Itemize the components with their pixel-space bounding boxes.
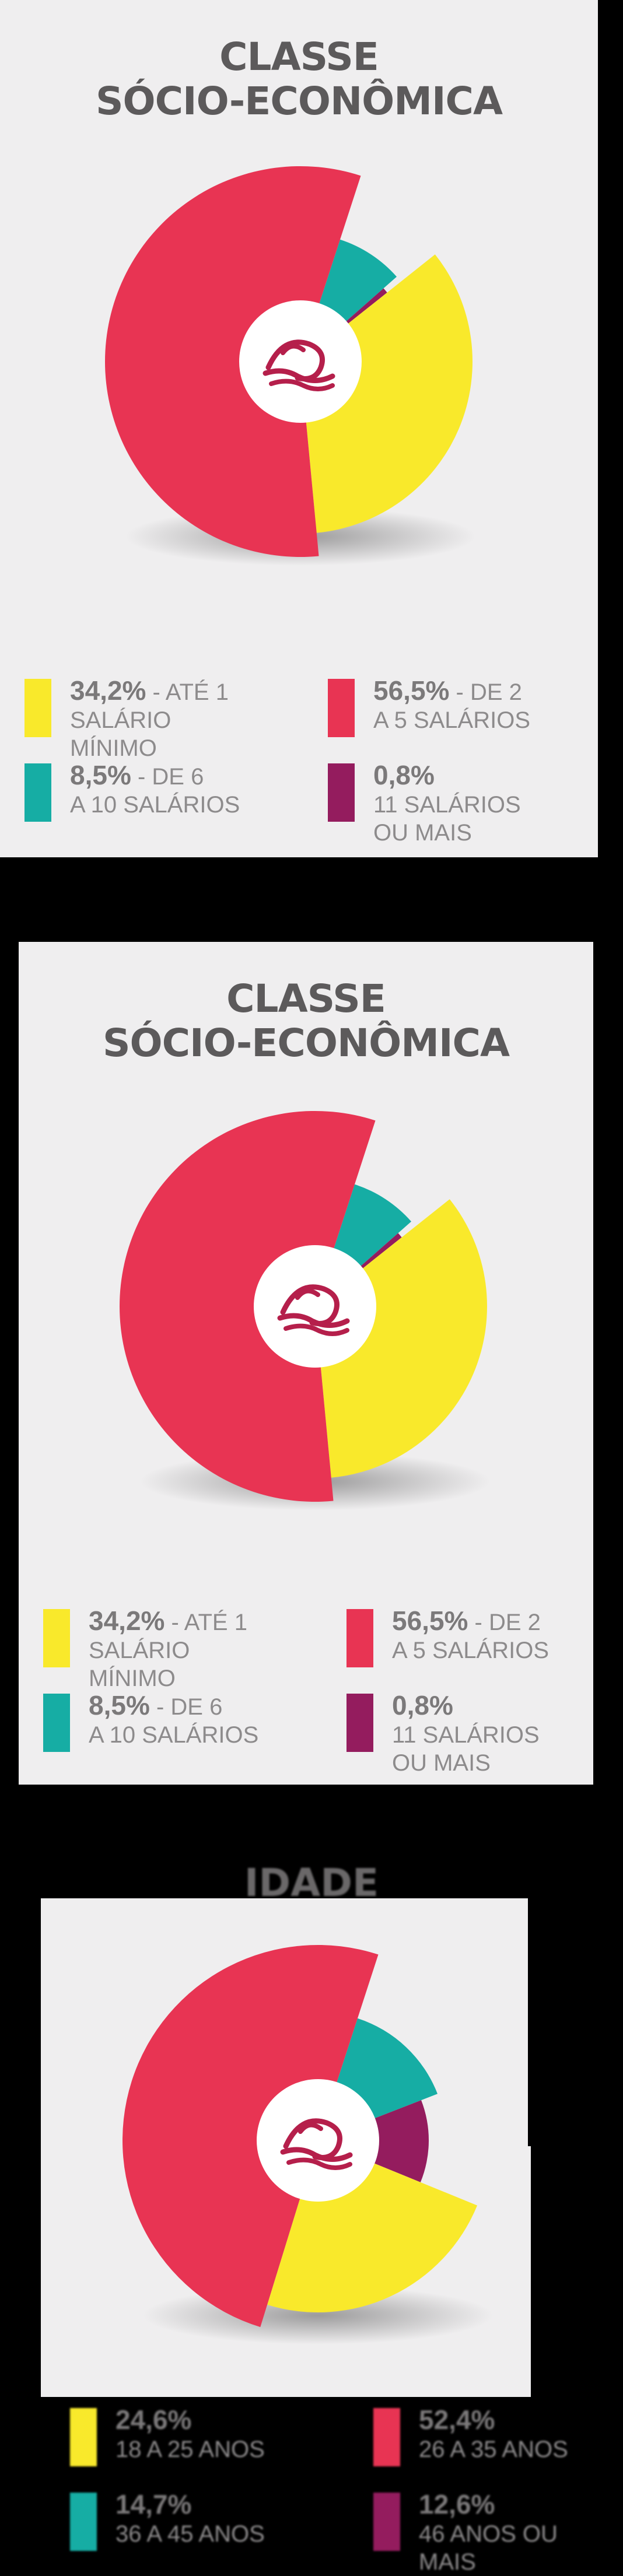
wave-logo-icon bbox=[277, 1284, 350, 1336]
chart-panel-1: CLASSE SÓCIO-ECONÔMICA 34,2% - ATÉ 1 SALÁ… bbox=[0, 0, 598, 857]
legend-percent: 52,4% bbox=[419, 2405, 495, 2435]
legend-label: SALÁRIO MÍNIMO bbox=[70, 707, 172, 761]
legend-label: A 5 SALÁRIOS bbox=[392, 1638, 550, 1663]
legend-text: 14,7% 36 A 45 ANOS bbox=[116, 2490, 302, 2548]
legend-desc: - ATÉ 1 bbox=[146, 679, 229, 705]
pie-center bbox=[257, 2079, 379, 2202]
chart-title: IDADE bbox=[244, 1860, 379, 1905]
legend-swatch bbox=[43, 1609, 70, 1667]
legend-label: A 10 SALÁRIOS bbox=[70, 792, 240, 818]
legend-text: 12,6% 46 ANOS OU MAIS bbox=[419, 2490, 606, 2576]
legend-text: 34,2% - ATÉ 1 SALÁRIO MÍNIMO bbox=[89, 1607, 275, 1692]
chart-title: CLASSE SÓCIO-ECONÔMICA bbox=[19, 977, 593, 1066]
legend-text: 52,4% 26 A 35 ANOS bbox=[419, 2406, 606, 2463]
pie-slice-1 bbox=[315, 1199, 488, 1478]
legend-label: 36 A 45 ANOS bbox=[116, 2521, 265, 2547]
legend-label: SALÁRIO MÍNIMO bbox=[89, 1638, 190, 1691]
pie-slice-2 bbox=[119, 1111, 376, 1502]
legend-label: A 5 SALÁRIOS bbox=[373, 707, 531, 733]
legend-swatch bbox=[43, 1694, 70, 1752]
legend-percent: 56,5% bbox=[392, 1606, 468, 1636]
legend-percent: 56,5% bbox=[373, 675, 450, 706]
legend-desc: - DE 2 bbox=[449, 679, 522, 705]
chart-panel-2: CLASSE SÓCIO-ECONÔMICA 34,2% - ATÉ 1 SALÁ… bbox=[19, 942, 593, 1785]
legend-desc: - DE 2 bbox=[468, 1610, 541, 1635]
legend-percent: 34,2% bbox=[70, 675, 146, 706]
legend-swatch bbox=[70, 2408, 97, 2466]
legend-text: 24,6% 18 A 25 ANOS bbox=[116, 2406, 302, 2463]
legend-swatch bbox=[373, 2408, 400, 2466]
wave-logo-icon bbox=[280, 2118, 353, 2170]
pie-chart-2 bbox=[119, 1111, 490, 1510]
legend-label: 11 SALÁRIOS OU MAIS bbox=[373, 792, 521, 846]
legend-text: 56,5% - DE 2 A 5 SALÁRIOS bbox=[392, 1607, 579, 1664]
wave-logo-icon bbox=[262, 339, 335, 391]
legend-desc: - ATÉ 1 bbox=[164, 1610, 247, 1635]
legend-label: 18 A 25 ANOS bbox=[116, 2437, 265, 2462]
pie-chart-1 bbox=[105, 166, 475, 566]
legend-swatch bbox=[24, 763, 51, 822]
legend-percent: 8,5% bbox=[70, 760, 131, 790]
legend-desc: - DE 6 bbox=[131, 764, 204, 790]
pie-slice-2 bbox=[123, 1945, 379, 2328]
legend-desc: - DE 6 bbox=[149, 1694, 223, 1720]
legend-label: 46 ANOS OU MAIS bbox=[419, 2521, 558, 2575]
legend: 34,2% - ATÉ 1 SALÁRIO MÍNIMO 56,5% - DE 2 A… bbox=[43, 1607, 568, 1782]
legend-swatch bbox=[328, 679, 355, 737]
legend-text: 34,2% - ATÉ 1 SALÁRIO MÍNIMO bbox=[70, 677, 257, 762]
legend: 24,6% 18 A 25 ANOS 52,4% 26 A 35 ANOS 14,7% 3… bbox=[70, 2406, 595, 2575]
legend-label: 26 A 35 ANOS bbox=[419, 2437, 568, 2462]
legend-percent: 12,6% bbox=[419, 2489, 495, 2519]
legend-swatch bbox=[346, 1694, 373, 1752]
legend-percent: 0,8% bbox=[373, 760, 435, 790]
legend-text: 0,8% 11 SALÁRIOS OU MAIS bbox=[373, 761, 560, 847]
legend-percent: 0,8% bbox=[392, 1690, 453, 1720]
pie-slice-1 bbox=[300, 254, 473, 533]
pie-center bbox=[254, 1245, 376, 1368]
pie-slice-2 bbox=[105, 166, 361, 557]
legend-percent: 14,7% bbox=[116, 2489, 192, 2519]
legend-swatch bbox=[328, 763, 355, 822]
title-line-2: SÓCIO-ECONÔMICA bbox=[95, 79, 503, 124]
legend-label: 11 SALÁRIOS OU MAIS bbox=[392, 1722, 540, 1776]
legend-label: A 10 SALÁRIOS bbox=[89, 1722, 259, 1748]
chart-title: CLASSE SÓCIO-ECONÔMICA bbox=[0, 35, 598, 124]
legend-percent: 8,5% bbox=[89, 1690, 150, 1720]
pie-center bbox=[239, 300, 362, 423]
legend-swatch bbox=[373, 2493, 400, 2551]
legend-percent: 24,6% bbox=[116, 2405, 192, 2435]
title-line-1: CLASSE bbox=[219, 34, 379, 79]
pie-chart-3 bbox=[123, 1945, 493, 2344]
title-line-2: SÓCIO-ECONÔMICA bbox=[102, 1021, 510, 1066]
legend-text: 0,8% 11 SALÁRIOS OU MAIS bbox=[392, 1691, 579, 1777]
legend-swatch bbox=[70, 2493, 97, 2551]
legend-swatch bbox=[346, 1609, 373, 1667]
legend-swatch bbox=[24, 679, 51, 737]
legend-percent: 34,2% bbox=[89, 1606, 165, 1636]
title-line-1: CLASSE bbox=[226, 976, 386, 1021]
